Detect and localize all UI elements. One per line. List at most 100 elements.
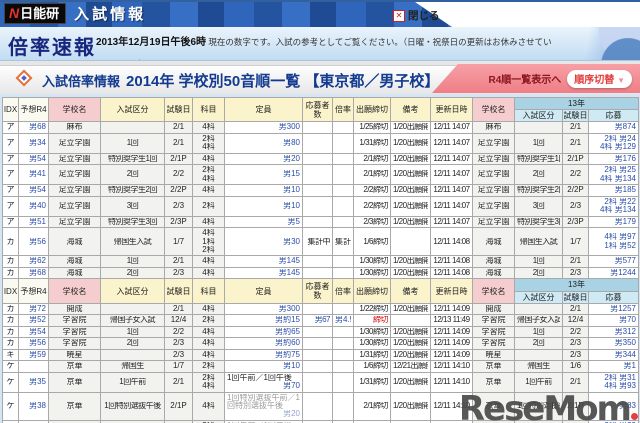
cell-school: 暁星	[48, 348, 101, 362]
cell-ratio	[332, 195, 354, 217]
cell-school: 海城	[48, 266, 101, 280]
close-button[interactable]: ✕ 閉じる	[393, 8, 440, 23]
cell-division: 帰国生入試	[100, 227, 165, 257]
cell-school: 足立学園	[48, 195, 101, 217]
cell-updated: 12/11 14:07	[430, 121, 473, 134]
cell-division: 1回	[100, 325, 165, 339]
cell-idx: ア	[2, 215, 19, 229]
cell-exam_date13: 1/6	[562, 360, 589, 373]
cell-school2: 開成	[472, 302, 515, 316]
table-row: ケ男35京華1回午後2/1P2科4科1回午前／1回午後男702/1締切1/20出…	[2, 419, 639, 423]
cell-applicants	[302, 121, 333, 134]
cell-division: 特別奨学生1回	[100, 152, 165, 166]
cell-division: 帰国生	[100, 360, 165, 373]
cell-capacity: 男10	[224, 184, 303, 197]
cell-exam_date13: 1/7	[562, 227, 589, 257]
notice-bar: 倍率速報 2013年12月19日午後6時 現在の数字です。入試の参考としてご覧く…	[0, 27, 640, 61]
column-header-applicants: 応募者数	[302, 96, 333, 123]
cell-applied13: 男70	[588, 314, 639, 327]
cell-applied13: 男344	[588, 348, 639, 362]
ribbon-label: R4順一覧表示へ	[488, 75, 562, 86]
cell-exam_date: 2/3P	[164, 215, 193, 229]
notice-datetime: 2013年12月19日午後6時	[96, 37, 207, 48]
cell-division: 2回	[100, 337, 165, 350]
cell-school2: 麻布	[472, 121, 515, 134]
cell-exam_date: 1/7	[164, 360, 193, 373]
column-header-13-division13: 入試区分	[514, 290, 563, 304]
cell-idx: カ	[2, 266, 19, 280]
cell-exam_date13: 2/2	[562, 325, 589, 339]
section-title-bar: 入試倍率情報 2014年 学校別50音順一覧 【東京都／男子校】 R4順一覧表示へ…	[0, 64, 640, 94]
cell-ratio: 集計中	[332, 227, 354, 257]
cell-r4: 男62	[18, 255, 49, 268]
cell-school2: 足立学園	[472, 152, 515, 166]
cell-division13: 帰国生入試	[514, 227, 563, 257]
cell-exam_date13: 12/4	[562, 314, 589, 327]
cell-subjects: 2科	[192, 314, 225, 327]
cell-school2: 京華	[472, 360, 515, 373]
cell-subjects: 4科	[192, 184, 225, 197]
column-header-13-applied13: 応募	[588, 290, 639, 304]
column-header-13-applied13: 応募	[588, 109, 639, 123]
cell-capacity: 男約75	[224, 348, 303, 362]
cell-applied13: 男176	[588, 152, 639, 166]
cell-note: 1/20出願開始	[390, 132, 431, 154]
cell-note: 1/20出願開始	[390, 152, 431, 166]
cell-ratio	[332, 121, 354, 134]
cell-applied13: 男312	[588, 325, 639, 339]
column-header-r4: 予想R4	[18, 278, 49, 304]
cell-note: 1/20出願開始	[390, 164, 431, 186]
cell-applicants	[302, 371, 333, 393]
cell-deadline: 1/30締切	[353, 266, 391, 280]
cell-r4: 男68	[18, 266, 49, 280]
cell-school2: 学習院	[472, 314, 515, 327]
cell-division: 1回特別選抜午後	[100, 391, 165, 421]
cell-exam_date: 2/3	[164, 348, 193, 362]
cell-capacity: 男300	[224, 121, 303, 134]
section-label: 入試倍率情報	[42, 74, 121, 89]
cell-division: 2回	[100, 164, 165, 186]
cell-deadline: 1/30締切	[353, 337, 391, 350]
cell-division: 3回	[100, 195, 165, 217]
r4-order-ribbon[interactable]: R4順一覧表示へ 順序切替 ▼	[432, 64, 640, 93]
order-switch-button[interactable]: 順序切替 ▼	[567, 69, 632, 88]
cell-r4: 男59	[18, 348, 49, 362]
cell-exam_date: 2/1	[164, 302, 193, 316]
cell-deadline: 2/2締切	[353, 184, 391, 197]
column-header-r4: 予想R4	[18, 96, 49, 123]
cell-applicants	[302, 266, 333, 280]
cell-school2: 足立学園	[472, 164, 515, 186]
cell-deadline: 1/30締切	[353, 255, 391, 268]
notice-text: 2013年12月19日午後6時 現在の数字です。入試の参考としてご覧ください。（…	[96, 30, 556, 60]
cell-note: 1/20出願開始	[390, 184, 431, 197]
cell-r4: 男68	[18, 121, 49, 134]
cell-applicants	[302, 132, 333, 154]
cell-applicants	[302, 348, 333, 362]
cell-school: 足立学園	[48, 164, 101, 186]
cell-capacity: 1回午前／1回午後男70	[224, 371, 303, 393]
cell-deadline: 2/1締切	[353, 391, 391, 421]
cell-school2: 暁星	[472, 348, 515, 362]
cell-subjects: 4科	[192, 152, 225, 166]
cell-subjects: 4科	[192, 348, 225, 362]
top-bar: N日能研 入試情報 ✕ 閉じる	[0, 0, 640, 27]
cell-idx: カ	[2, 255, 19, 268]
section-title: 2014年 学校別50音順一覧 【東京都／男子校】	[126, 73, 440, 90]
cell-updated: 12/11 14:09	[430, 302, 473, 316]
column-header-school2: 学校名	[472, 278, 515, 304]
cell-r4: 男56	[18, 227, 49, 257]
cell-school2: 海城	[472, 266, 515, 280]
cell-capacity: 男5	[224, 215, 303, 229]
cell-updated: 12/11 14:07	[430, 215, 473, 229]
cell-division	[100, 121, 165, 134]
column-header-division: 入試区分	[100, 96, 165, 123]
cell-applied13: 男179	[588, 215, 639, 229]
cell-subjects: 2科	[192, 360, 225, 373]
column-header-subjects: 科目	[192, 278, 225, 304]
